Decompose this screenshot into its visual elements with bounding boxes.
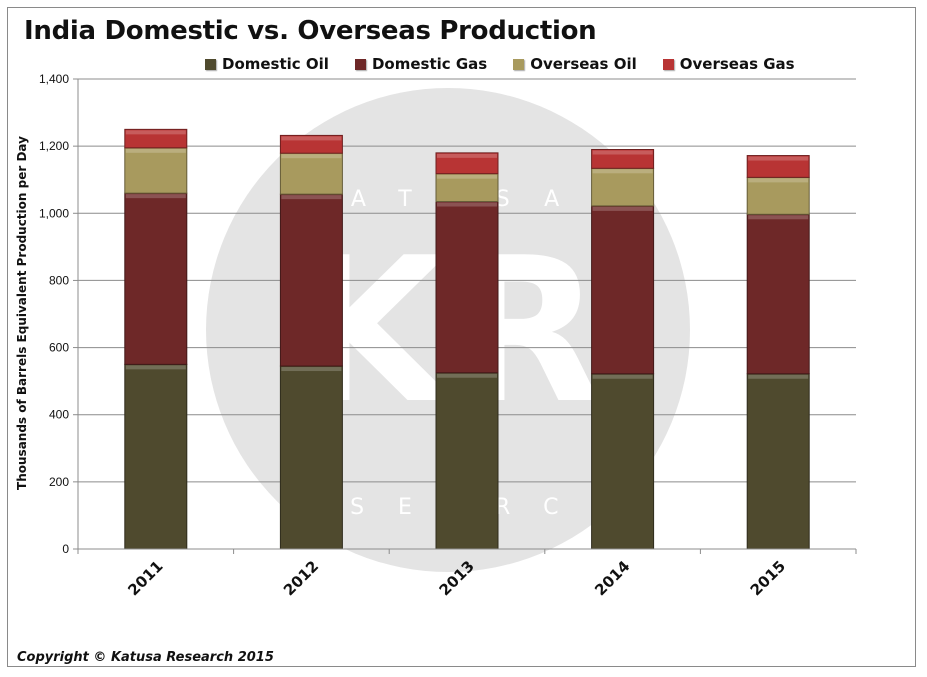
bar-bevel xyxy=(125,130,186,135)
legend-item-overseas-gas: Overseas Gas xyxy=(662,55,795,73)
watermark-top-text: KATUSA xyxy=(303,187,593,212)
bar-bevel xyxy=(125,365,186,370)
bar-bevel xyxy=(592,206,653,211)
y-tick-label: 1,000 xyxy=(39,206,69,220)
bar-bevel xyxy=(592,374,653,379)
bar-bevel xyxy=(437,153,497,158)
legend-swatch-domestic-gas xyxy=(354,58,366,70)
bar-domestic-gas-2015 xyxy=(746,213,810,375)
bar-bevel xyxy=(437,202,497,207)
bar-bevel xyxy=(748,156,809,161)
bar-domestic-oil-2015 xyxy=(746,373,810,550)
bar-domestic-gas-2012 xyxy=(279,193,343,367)
y-tick-label: 200 xyxy=(49,475,69,489)
bar-overseas-gas-2015 xyxy=(746,155,810,178)
legend-item-domestic-gas: Domestic Gas xyxy=(354,55,488,73)
bar-domestic-gas-2011 xyxy=(124,192,188,365)
x-tick-label-2014: 2014 xyxy=(591,557,633,599)
y-axis-label: Thousands of Barrels Equivalent Producti… xyxy=(15,136,29,490)
legend-label-overseas-gas: Overseas Gas xyxy=(679,55,795,73)
bar-domestic-gas-2014 xyxy=(591,205,655,375)
bar-overseas-oil-2012 xyxy=(279,152,343,195)
bar-bevel xyxy=(125,148,186,153)
bar-bevel xyxy=(437,373,497,378)
bar-domestic-gas-2013 xyxy=(435,201,499,374)
bars xyxy=(124,128,810,550)
bar-domestic-oil-2012 xyxy=(279,365,343,550)
bar-bevel xyxy=(748,215,809,220)
legend-item-overseas-oil: Overseas Oil xyxy=(513,55,637,73)
bar-domestic-oil-2011 xyxy=(124,363,188,550)
bar-overseas-oil-2014 xyxy=(591,167,655,207)
bar-bevel xyxy=(592,150,653,155)
legend-label-domestic-oil: Domestic Oil xyxy=(222,55,329,73)
x-tick-label-2012: 2012 xyxy=(280,557,322,599)
legend-label-overseas-oil: Overseas Oil xyxy=(530,55,637,73)
y-tick-label: 400 xyxy=(49,408,69,422)
bar-overseas-gas-2013 xyxy=(435,152,499,175)
bar-bevel xyxy=(592,169,653,174)
legend: Domestic Oil Domestic Gas Overseas Oil O… xyxy=(205,55,821,73)
y-tick-label: 1,400 xyxy=(39,72,69,86)
bar-domestic-oil-2014 xyxy=(591,373,655,550)
bar-bevel xyxy=(748,178,809,183)
y-tick-label: 1,200 xyxy=(39,139,69,153)
legend-swatch-overseas-oil xyxy=(513,58,525,70)
bar-bevel xyxy=(281,195,342,200)
axes xyxy=(73,78,857,554)
bar-bevel xyxy=(437,174,497,179)
legend-swatch-domestic-oil xyxy=(205,58,216,70)
bar-overseas-oil-2011 xyxy=(124,147,188,194)
bar-domestic-oil-2013 xyxy=(435,372,499,550)
x-tick-label-2015: 2015 xyxy=(747,557,789,599)
y-tick-label: 800 xyxy=(49,273,69,287)
y-tick-label: 600 xyxy=(49,341,69,355)
bar-overseas-oil-2015 xyxy=(746,176,810,215)
bar-bevel xyxy=(281,367,342,372)
x-tick-label-2011: 2011 xyxy=(124,557,166,599)
legend-swatch-overseas-gas xyxy=(662,58,674,70)
bar-bevel xyxy=(281,154,342,159)
bar-bevel xyxy=(748,374,809,379)
legend-item-domestic-oil: Domestic Oil xyxy=(205,55,329,73)
chart-title: India Domestic vs. Overseas Production xyxy=(24,16,597,46)
legend-label-domestic-gas: Domestic Gas xyxy=(371,55,488,73)
bar-bevel xyxy=(281,136,342,141)
bar-bevel xyxy=(125,194,186,199)
copyright-footer: Copyright © Katusa Research 2015 xyxy=(17,650,274,665)
y-tick-label: 0 xyxy=(62,542,69,556)
